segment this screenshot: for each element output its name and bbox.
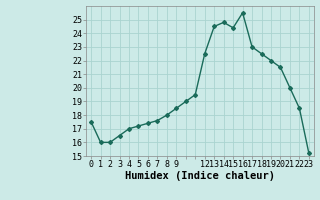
X-axis label: Humidex (Indice chaleur): Humidex (Indice chaleur) bbox=[125, 171, 275, 181]
